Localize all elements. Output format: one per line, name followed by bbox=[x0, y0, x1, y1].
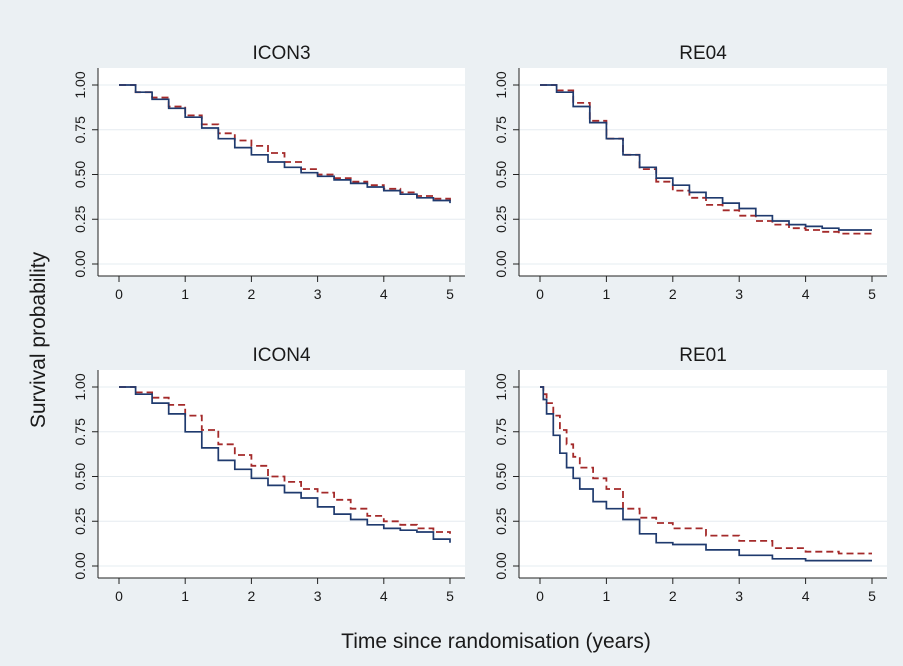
y-tick-label: 0.75 bbox=[493, 418, 509, 445]
x-tick-label: 3 bbox=[735, 588, 743, 604]
panel-background bbox=[519, 370, 887, 578]
panel-background bbox=[98, 68, 465, 276]
y-tick-label: 0.25 bbox=[493, 507, 509, 534]
x-tick-label: 3 bbox=[314, 286, 322, 302]
chart-panels: ICON3 0.00 0.25 0.50 0.75 1.00 0 1 2 3 4 5 RE04 0.00 0… bbox=[72, 43, 887, 604]
y-tick-label: 0.00 bbox=[72, 552, 88, 579]
x-tick-label: 1 bbox=[603, 588, 611, 604]
x-tick-label: 4 bbox=[802, 588, 810, 604]
x-tick-label: 1 bbox=[181, 286, 189, 302]
y-tick-label: 0.00 bbox=[493, 250, 509, 277]
x-tick-label: 2 bbox=[669, 286, 677, 302]
x-tick-label: 2 bbox=[248, 588, 256, 604]
x-tick-label: 4 bbox=[380, 588, 388, 604]
x-tick-label: 4 bbox=[380, 286, 388, 302]
panel-title: RE04 bbox=[679, 43, 727, 64]
series-line-dashed bbox=[540, 386, 872, 555]
x-tick-label: 1 bbox=[603, 286, 611, 302]
y-tick-label: 0.25 bbox=[493, 205, 509, 232]
x-tick-label: 3 bbox=[314, 588, 322, 604]
panel-re01: RE01 0.00 0.25 0.50 0.75 1.00 0 1 2 3 4 5 bbox=[493, 345, 887, 604]
panel-title: ICON4 bbox=[252, 345, 311, 366]
x-tick-label: 2 bbox=[669, 588, 677, 604]
y-axis-title: Survival probability bbox=[27, 251, 50, 428]
panel-icon3: ICON3 0.00 0.25 0.50 0.75 1.00 0 1 2 3 4 5 bbox=[72, 43, 465, 302]
panel-re04: RE04 0.00 0.25 0.50 0.75 1.00 0 1 2 3 4 5 bbox=[493, 43, 887, 302]
x-tick-label: 0 bbox=[115, 286, 123, 302]
y-tick-label: 0.00 bbox=[72, 250, 88, 277]
series-line-solid bbox=[540, 84, 872, 231]
y-tick-label: 0.75 bbox=[72, 418, 88, 445]
x-tick-label: 0 bbox=[115, 588, 123, 604]
x-axis-title: Time since randomisation (years) bbox=[341, 630, 651, 653]
x-tick-label: 0 bbox=[536, 588, 544, 604]
panel-title: RE01 bbox=[679, 345, 727, 366]
y-tick-label: 0.25 bbox=[72, 507, 88, 534]
series-line-dashed bbox=[119, 386, 451, 534]
series-line-solid bbox=[119, 386, 451, 543]
y-tick-label: 0.50 bbox=[72, 161, 88, 188]
panel-icon4: ICON4 0.00 0.25 0.50 0.75 1.00 0 1 2 3 4 5 bbox=[72, 345, 465, 604]
panel-background bbox=[519, 68, 887, 276]
y-tick-label: 0.00 bbox=[493, 552, 509, 579]
x-tick-label: 5 bbox=[868, 286, 876, 302]
y-tick-label: 0.50 bbox=[72, 463, 88, 490]
y-tick-label: 0.25 bbox=[72, 205, 88, 232]
x-tick-label: 1 bbox=[181, 588, 189, 604]
x-tick-label: 3 bbox=[735, 286, 743, 302]
y-tick-label: 0.75 bbox=[493, 116, 509, 143]
x-tick-label: 5 bbox=[868, 588, 876, 604]
panel-title: ICON3 bbox=[252, 43, 310, 64]
y-tick-label: 0.50 bbox=[493, 161, 509, 188]
y-tick-label: 1.00 bbox=[72, 373, 88, 400]
x-tick-label: 2 bbox=[248, 286, 256, 302]
y-tick-label: 1.00 bbox=[493, 71, 509, 98]
series-line-solid bbox=[540, 386, 872, 562]
series-line-solid bbox=[119, 84, 451, 204]
y-tick-label: 1.00 bbox=[72, 71, 88, 98]
y-tick-label: 1.00 bbox=[493, 373, 509, 400]
x-tick-label: 0 bbox=[536, 286, 544, 302]
panel-background bbox=[98, 370, 465, 578]
y-tick-label: 0.50 bbox=[493, 463, 509, 490]
x-tick-label: 5 bbox=[446, 588, 454, 604]
x-tick-label: 5 bbox=[446, 286, 454, 302]
x-tick-label: 4 bbox=[802, 286, 810, 302]
y-tick-label: 0.75 bbox=[72, 116, 88, 143]
